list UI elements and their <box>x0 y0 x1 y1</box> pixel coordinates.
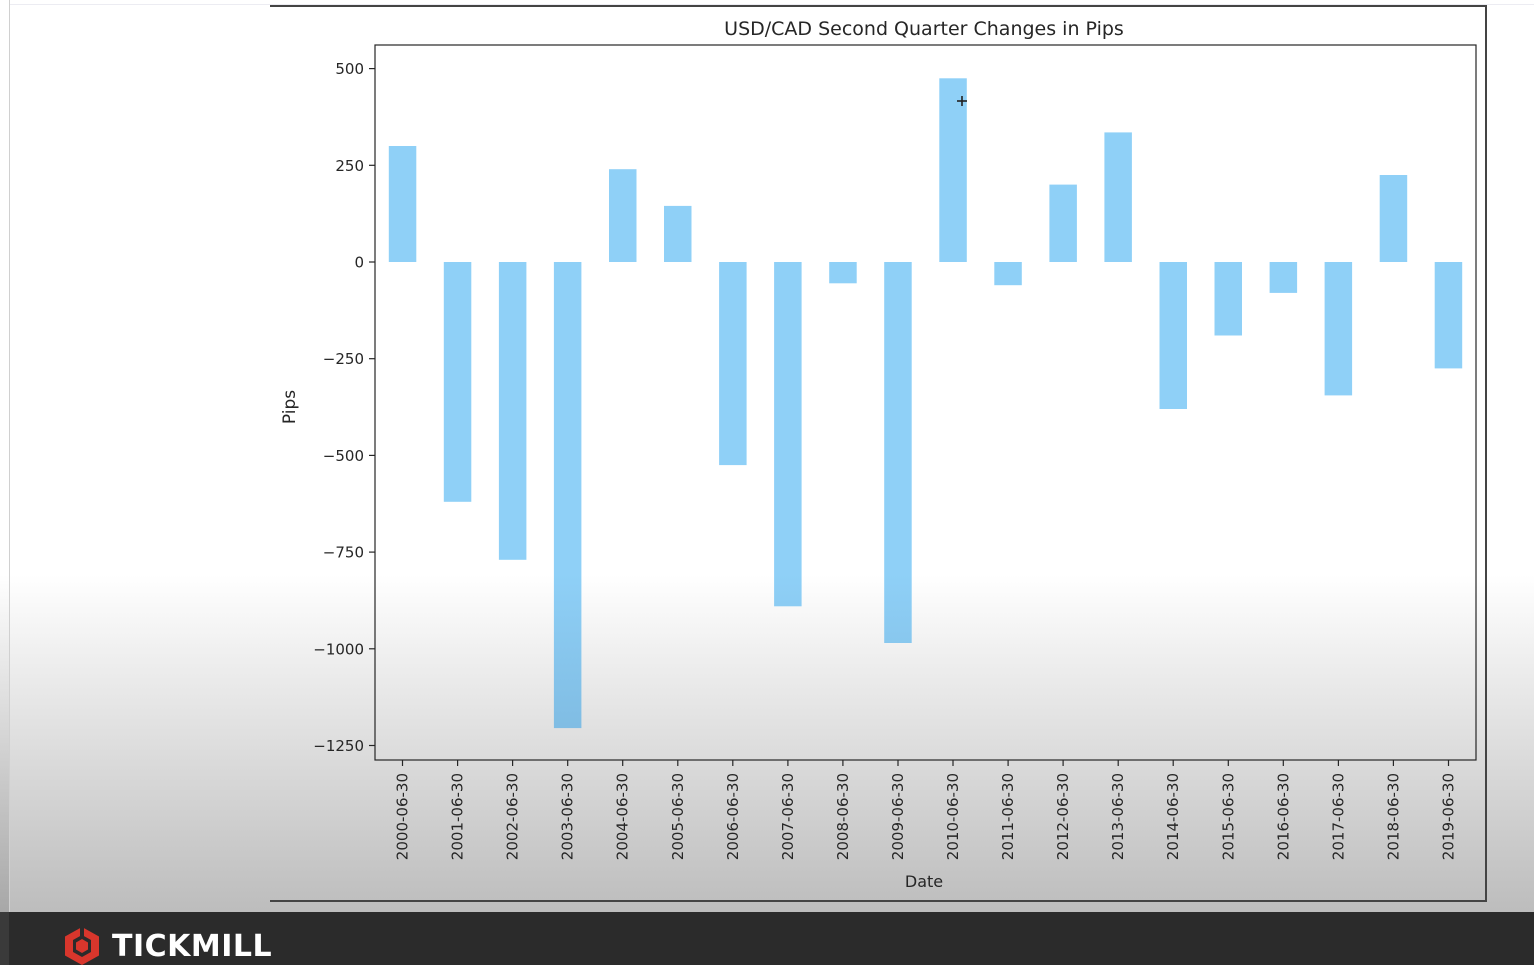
x-tick-label: 2010-06-30 <box>944 773 962 860</box>
chart-figure-frame <box>270 5 1487 902</box>
x-tick-label: 2004-06-30 <box>614 773 632 860</box>
x-tick-label: 2007-06-30 <box>779 773 797 860</box>
x-tick-label: 2006-06-30 <box>724 773 742 860</box>
y-tick-label: 0 <box>354 254 364 272</box>
x-tick-label: 2014-06-30 <box>1164 773 1182 860</box>
x-tick-label: 2000-06-30 <box>394 773 412 860</box>
left-margin-panel <box>0 0 10 912</box>
bar-2005-06-30 <box>664 205 692 262</box>
bar-2004-06-30 <box>609 169 637 262</box>
x-tick-label: 2003-06-30 <box>559 773 577 860</box>
x-tick-label: 2012-06-30 <box>1054 773 1072 860</box>
y-tick-label: 500 <box>335 60 364 78</box>
y-tick-label: −500 <box>323 447 364 465</box>
y-axis-ticks: 500 250 0 −250 −500 −750 −1000 −1250 <box>313 60 375 755</box>
bars-group <box>388 78 1463 729</box>
bar-2019-06-30 <box>1434 262 1463 369</box>
bar-2001-06-30 <box>443 262 472 502</box>
x-tick-label: 2009-06-30 <box>889 773 907 860</box>
left-margin-divider <box>9 0 10 912</box>
bar-2000-06-30 <box>388 146 417 262</box>
x-tick-label: 2019-06-30 <box>1440 773 1458 860</box>
x-tick-label: 2015-06-30 <box>1219 773 1237 860</box>
bar-2008-06-30 <box>829 262 857 284</box>
bar-2016-06-30 <box>1269 262 1298 293</box>
bar-2010-06-30 <box>939 78 967 262</box>
brand-name: TICKMILL <box>112 929 273 964</box>
plot-area-frame <box>374 44 1477 761</box>
crosshair-cursor-icon <box>957 96 967 106</box>
x-tick-label: 2001-06-30 <box>449 773 467 860</box>
y-tick-label: −750 <box>323 544 364 562</box>
footer-left-edge <box>0 912 9 965</box>
x-axis-ticks: 2000-06-30 2001-06-30 2002-06-30 2003-06-30… <box>394 760 1458 860</box>
bar-2007-06-30 <box>774 262 802 607</box>
x-tick-label: 2018-06-30 <box>1384 773 1402 860</box>
x-tick-label: 2016-06-30 <box>1274 773 1292 860</box>
bar-2006-06-30 <box>719 262 747 466</box>
x-axis-label: Date <box>905 872 943 891</box>
y-tick-label: −1250 <box>313 737 364 755</box>
x-tick-label: 2017-06-30 <box>1329 773 1347 860</box>
bar-2018-06-30 <box>1379 175 1408 262</box>
bar-2014-06-30 <box>1159 262 1187 409</box>
x-tick-label: 2008-06-30 <box>834 773 852 860</box>
bar-2017-06-30 <box>1324 262 1353 396</box>
y-tick-label: 250 <box>335 157 364 175</box>
y-axis-label: Pips <box>280 390 300 424</box>
footer-bar: TICKMILL <box>0 912 1534 965</box>
bar-2013-06-30 <box>1104 132 1132 262</box>
bar-chart: USD/CAD Second Quarter Changes in Pips 5… <box>280 18 1477 891</box>
x-tick-label: 2005-06-30 <box>669 773 687 860</box>
bar-2003-06-30 <box>553 262 582 729</box>
chart-title: USD/CAD Second Quarter Changes in Pips <box>724 18 1124 40</box>
x-tick-label: 2011-06-30 <box>999 773 1017 860</box>
bar-2011-06-30 <box>994 262 1022 286</box>
y-tick-label: −250 <box>323 350 364 368</box>
bar-2012-06-30 <box>1049 184 1077 262</box>
bar-2002-06-30 <box>498 262 527 560</box>
bar-2015-06-30 <box>1214 262 1242 336</box>
tickmill-hexagon-logo-icon <box>65 926 99 965</box>
bar-2009-06-30 <box>884 262 912 643</box>
top-divider <box>0 4 1534 5</box>
y-tick-label: −1000 <box>313 640 364 658</box>
x-tick-label: 2002-06-30 <box>504 773 522 860</box>
x-tick-label: 2013-06-30 <box>1109 773 1127 860</box>
